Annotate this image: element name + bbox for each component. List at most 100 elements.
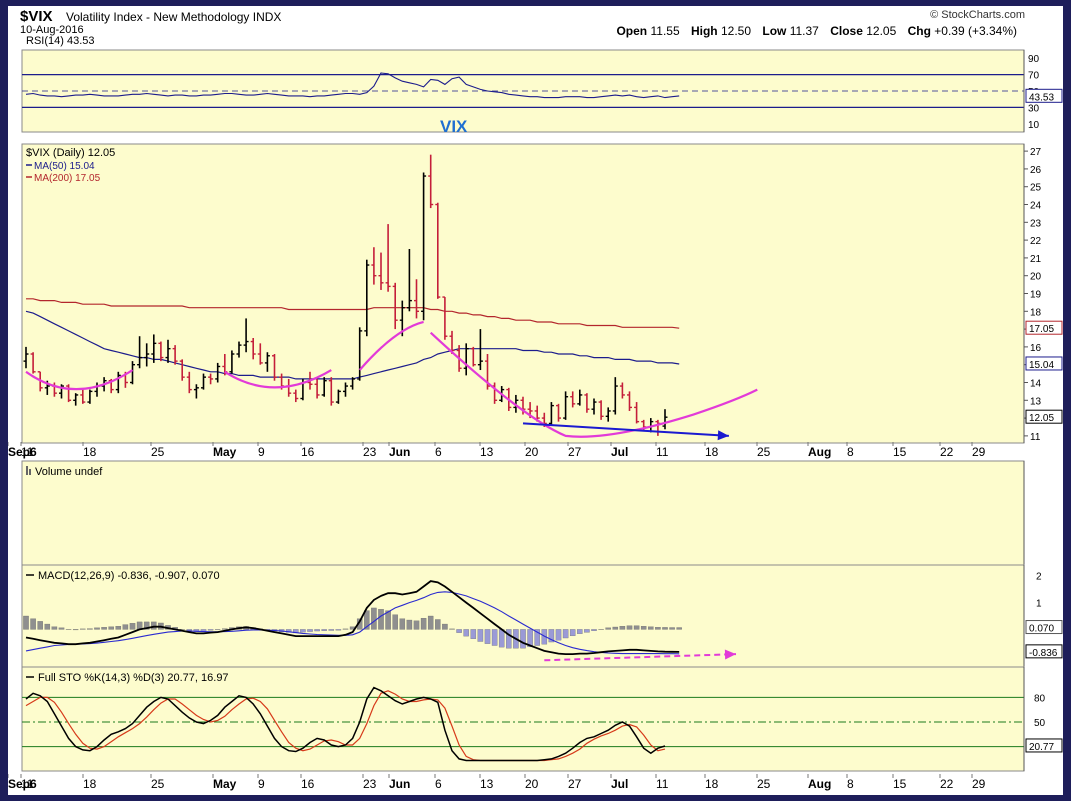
macd-histogram-bar <box>87 628 93 630</box>
sto-k-line <box>25 686 666 762</box>
sto-x-label-May: May <box>213 777 237 791</box>
macd-histogram-bar <box>30 618 36 630</box>
sto-x-label-18: 18 <box>705 777 719 791</box>
low-value: 11.37 <box>789 24 819 38</box>
price-x-label-16: 16 <box>301 445 315 459</box>
price-y-tick-22: 22 <box>1030 236 1042 247</box>
macd-histogram-bar <box>51 626 58 630</box>
price-x-label-8: 8 <box>847 445 854 459</box>
rsi-legend: RSI(14) 43.53 <box>26 35 94 47</box>
macd-histogram-bar <box>392 614 398 630</box>
price-y-tick-11: 11 <box>1030 432 1041 443</box>
macd-histogram-bar <box>676 627 682 630</box>
macd-histogram-bar <box>584 629 590 633</box>
volume-panel <box>21 460 1025 566</box>
ohlc-bar <box>165 339 171 363</box>
sto-x-label-29: 29 <box>972 777 986 791</box>
ohlc-bar <box>321 377 327 397</box>
macd-histogram-bar <box>591 629 597 631</box>
macd-histogram-bar <box>413 620 420 630</box>
price-y-tick-25: 25 <box>1030 183 1042 194</box>
sto-y-tick-80: 80 <box>1034 693 1046 704</box>
chart-frame: $VIX Volatility Index - New Methodology … <box>7 6 1063 795</box>
price-y-tick-13: 13 <box>1030 396 1042 407</box>
ohlc-bar <box>378 252 384 290</box>
macd-histogram-bar <box>122 624 129 630</box>
price-x-label-18: 18 <box>705 445 719 459</box>
macd-histogram-bar <box>186 629 193 631</box>
macd-histogram-bar <box>619 626 626 630</box>
last-price-tag-box <box>1025 409 1063 424</box>
sto-x-label-25: 25 <box>757 777 771 791</box>
ohlc-bar <box>130 361 135 385</box>
macd-histogram-bar <box>655 627 661 630</box>
price-x-label-25: 25 <box>757 445 771 459</box>
ohlc-bar <box>328 377 334 406</box>
price-legend-vix: $VIX (Daily) 12.05 <box>26 147 115 159</box>
sto-x-label-9: 9 <box>258 777 265 791</box>
macd-hist-value-tag: 0.070 <box>1029 624 1054 635</box>
price-y-tick-16: 16 <box>1030 343 1042 354</box>
macd-histogram-bar <box>307 629 313 632</box>
macd-histogram-bar <box>612 626 619 630</box>
macd-histogram-bar <box>314 629 320 632</box>
macd-histogram-bar <box>129 623 136 630</box>
ohlc-bar <box>563 391 569 420</box>
sto-legend: Full STO %K(14,3) %D(3) 20.77, 16.97 <box>38 672 229 684</box>
ohlc-bar <box>172 345 178 365</box>
price-x-label-22: 22 <box>940 445 954 459</box>
macd-histogram-bar <box>94 627 100 630</box>
sto-x-label-Sep6: Sep6 <box>8 777 37 791</box>
macd-histogram-bar <box>484 629 491 644</box>
ohlc-bar <box>414 279 419 319</box>
ohlc-bar <box>193 384 199 399</box>
price-y-tick-26: 26 <box>1030 165 1042 176</box>
ohlc-bar <box>229 350 235 374</box>
ohlc-bar <box>215 362 221 383</box>
sto-x-label-20: 20 <box>525 777 539 791</box>
ohlc-bar <box>80 389 86 404</box>
price-x-label-Jun: Jun <box>389 445 410 459</box>
macd-histogram-bar <box>626 625 633 630</box>
macd-histogram-bar <box>669 627 675 630</box>
ohlc-bar <box>627 391 632 411</box>
sto-x-label-11: 11 <box>21 777 34 791</box>
rsi-y-tick-30: 30 <box>1028 103 1040 114</box>
macd-histogram-bar <box>562 629 569 639</box>
price-y-tick-27: 27 <box>1030 147 1042 158</box>
price-x-label-Aug: Aug <box>808 445 831 459</box>
chg-label: Chg <box>907 24 931 38</box>
macd-histogram-bar <box>364 610 370 630</box>
sto-x-label-25: 25 <box>151 777 165 791</box>
macd-histogram-bar <box>58 627 65 630</box>
price-y-tick-24: 24 <box>1030 201 1042 212</box>
ohlc-bar <box>598 400 604 420</box>
sto-x-label-Jul: Jul <box>611 777 628 791</box>
brand-label: © StockCharts.com <box>930 9 1025 21</box>
symbol-title: $VIX <box>20 8 53 25</box>
ohlc-bar <box>350 377 356 390</box>
ohlc-bar <box>605 407 611 422</box>
macd-histogram-bar <box>72 629 79 631</box>
macd-value-tag: -0.836 <box>1029 648 1058 659</box>
close-label: Close <box>830 24 863 38</box>
macd-histogram-bar <box>115 626 122 630</box>
rsi-last-value-box <box>1025 88 1063 103</box>
ohlc-bar <box>87 389 93 404</box>
macd-divergence-arrow-head <box>724 649 736 660</box>
macd-histogram-bar <box>207 629 214 631</box>
price-x-label-11: 11 <box>656 445 669 459</box>
rounding-bottom-curve <box>429 331 758 438</box>
macd-y-tick-1: 1 <box>1036 599 1042 610</box>
saucer-curve-0 <box>25 369 134 391</box>
ohlc-bar <box>137 336 143 369</box>
ohlc-bar <box>208 373 214 385</box>
macd-histogram-bar <box>328 629 335 631</box>
macd-histogram-bar <box>385 610 391 630</box>
price-y-tick-23: 23 <box>1030 218 1042 229</box>
macd-histogram-bar <box>37 621 43 630</box>
macd-histogram-bar <box>555 629 562 641</box>
macd-histogram-bar <box>80 628 86 630</box>
ohlc-bar <box>591 398 597 415</box>
macd-histogram-bar <box>442 623 448 630</box>
